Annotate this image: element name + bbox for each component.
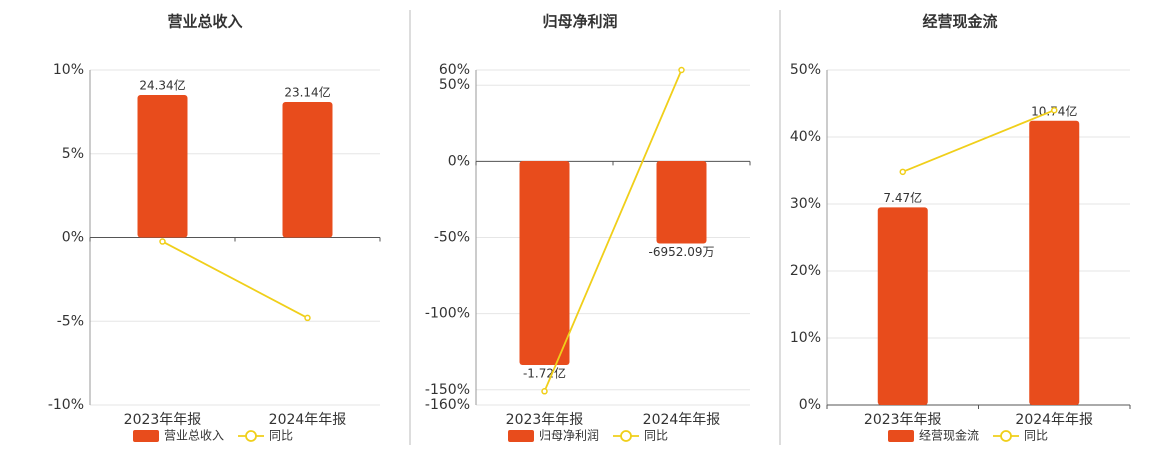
y-tick-label: 0% [448, 153, 470, 169]
legend-label: 同比 [1024, 429, 1048, 443]
bar [137, 94, 188, 238]
legend-label: 归母净利润 [539, 429, 599, 443]
x-tick-label: 2024年年报 [643, 412, 721, 428]
x-tick-label: 2023年年报 [124, 412, 202, 428]
bar [519, 160, 570, 366]
x-tick-label: 2024年年报 [1015, 412, 1093, 428]
y-tick-label: 20% [790, 263, 821, 279]
y-tick-label: -5% [57, 313, 84, 329]
y-tick-label: 30% [790, 196, 821, 212]
bar [656, 160, 707, 244]
y-tick-label: -100% [425, 306, 470, 322]
bar [877, 207, 928, 405]
bar [1029, 120, 1080, 405]
y-tick-label: 10% [790, 330, 821, 346]
y-tick-label: -150% [425, 382, 470, 398]
legend-swatch [508, 430, 534, 442]
value-label: -6952.09万 [649, 245, 715, 259]
legend-label: 同比 [644, 429, 668, 443]
value-label: 23.14亿 [284, 84, 330, 99]
y-tick-label: 10% [53, 62, 84, 78]
point [159, 238, 166, 245]
legend-label: 营业总收入 [164, 429, 224, 443]
legend-swatch [1000, 430, 1012, 442]
bar [282, 101, 333, 238]
value-label: 7.47亿 [883, 190, 922, 205]
legend-swatch [620, 430, 632, 442]
legend-swatch [245, 430, 257, 442]
y-tick-label: 5% [62, 146, 84, 162]
chart-title: 经营现金流 [922, 13, 997, 31]
point [678, 66, 685, 74]
x-tick-label: 2023年年报 [506, 412, 584, 428]
point [304, 314, 311, 322]
y-tick-label: -10% [48, 397, 84, 413]
point [899, 168, 906, 176]
legend-swatch [888, 430, 914, 442]
chart-title: 归母净利润 [542, 13, 617, 31]
y-tick-label: 0% [799, 397, 821, 413]
legend-label: 同比 [269, 429, 293, 443]
x-tick-label: 2023年年报 [864, 412, 942, 428]
x-tick-label: 2024年年报 [269, 412, 347, 428]
line [543, 69, 683, 392]
y-tick-label: -160% [425, 397, 470, 413]
value-label: 24.34亿 [139, 77, 185, 92]
y-tick-label: 0% [62, 230, 84, 246]
y-tick-label: -50% [434, 230, 470, 246]
chart-title: 营业总收入 [167, 13, 242, 31]
y-tick-label: 50% [439, 77, 470, 93]
value-label: -1.72亿 [523, 366, 566, 381]
y-tick-label: 60% [439, 62, 470, 78]
legend-label: 经营现金流 [919, 428, 979, 443]
point [1051, 106, 1058, 114]
y-tick-label: 40% [790, 129, 821, 145]
y-tick-label: 50% [790, 62, 821, 78]
point [541, 388, 548, 395]
legend-swatch [133, 430, 159, 442]
line [162, 240, 308, 319]
line [902, 109, 1055, 173]
